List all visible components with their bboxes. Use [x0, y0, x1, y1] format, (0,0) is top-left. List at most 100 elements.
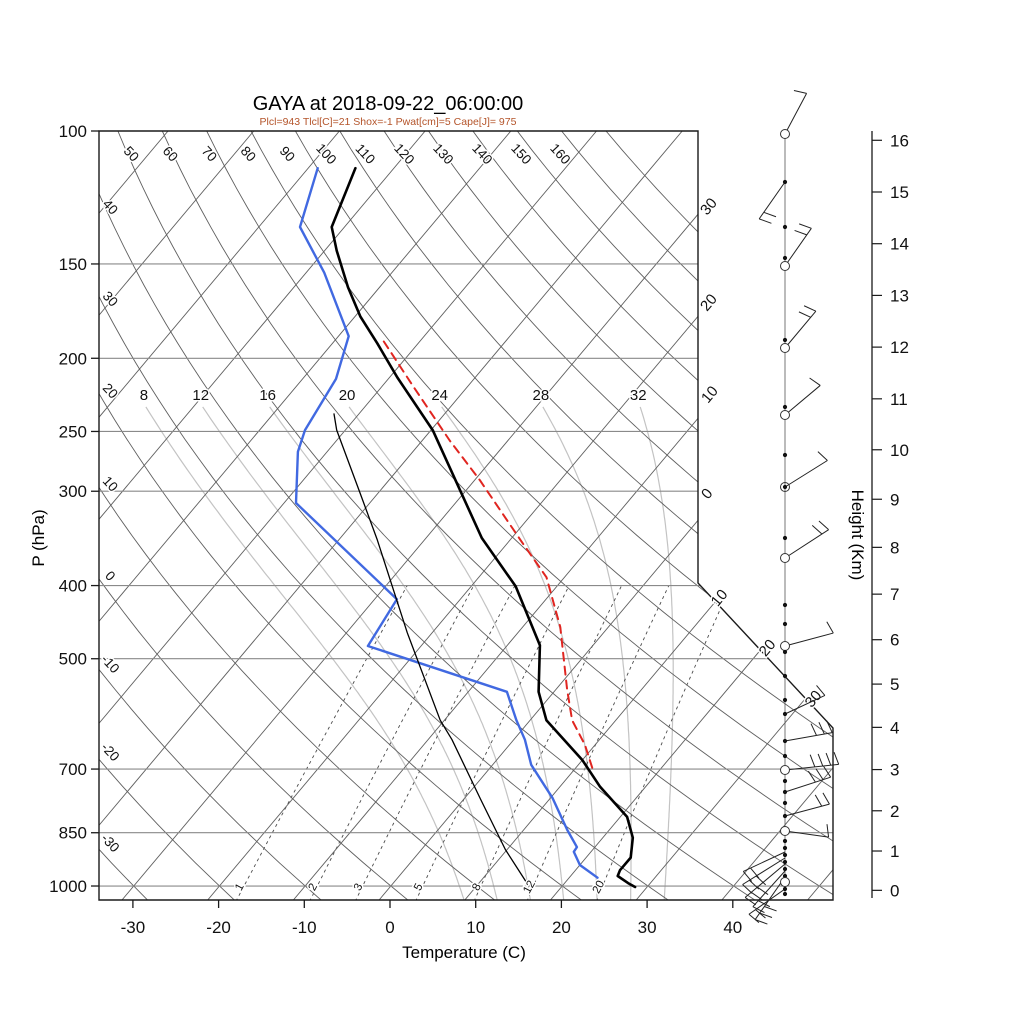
dry-adiabat-top-label: 50 [121, 143, 142, 164]
station-dot [783, 453, 787, 457]
mixing-ratio-line [474, 586, 622, 902]
station-dot [783, 603, 787, 607]
height-tick-label: 11 [890, 390, 908, 409]
dry-adiabat-line [0, 131, 410, 901]
isotherm-line [293, 131, 939, 900]
wind-barb-staff [785, 93, 807, 134]
moist-adiabat-label: 28 [533, 387, 550, 404]
station-dot [783, 860, 787, 864]
dry-adiabat-line [74, 131, 757, 901]
pressure-axis-title: P (hPa) [29, 509, 48, 566]
dry-adiabat-line [295, 131, 1024, 901]
dry-adiabat-line [606, 131, 1024, 901]
height-tick-label: 2 [890, 802, 899, 821]
station-dot [783, 801, 787, 805]
station-dot [783, 887, 787, 891]
wind-barb-tick [827, 824, 829, 837]
wind-barb-staff [785, 777, 831, 792]
isotherm-right-label: 20 [697, 291, 721, 315]
wind-barb-tick [810, 755, 815, 767]
temperature-tick-label: -10 [292, 918, 317, 937]
dry-adiabat-top-label: 150 [508, 141, 534, 168]
wind-barb-staff [785, 530, 829, 558]
dry-adiabat-line [340, 131, 1024, 901]
station-dot [783, 674, 787, 678]
station-dot [783, 256, 787, 260]
pressure-tick-label: 500 [59, 650, 87, 669]
temperature-tick-label: 20 [552, 918, 571, 937]
dry-adiabat-top-label: 100 [313, 141, 339, 168]
temperature-tick-label: -20 [206, 918, 231, 937]
wind-barb-tick [794, 90, 807, 93]
height-tick-label: 9 [890, 490, 899, 509]
temperature-axis-title: Temperature (C) [402, 943, 526, 962]
dewpoint-curve [296, 168, 598, 878]
wind-barb-tick [815, 795, 822, 806]
moist-adiabat-line [543, 407, 631, 902]
isotherm-right-label: 10 [698, 383, 722, 407]
wind-barb-staff [749, 889, 785, 914]
height-tick-label: 16 [890, 131, 909, 150]
temperature-tick-label: 30 [638, 918, 657, 937]
isotherm-line [808, 131, 1024, 900]
moist-adiabat-line [270, 407, 531, 902]
isotherm-line [722, 131, 1024, 900]
wind-barb-column [743, 90, 839, 924]
isotherm-line [0, 131, 339, 900]
station-dot [783, 839, 787, 843]
station-dot [783, 867, 787, 871]
temperature-tick-label: 0 [385, 918, 394, 937]
station-dot [783, 338, 787, 342]
dry-adiabat-left-label: 30 [100, 288, 121, 309]
dry-adiabat-line [429, 131, 1024, 901]
station-circle [781, 262, 790, 271]
wind-barb-staff [785, 311, 816, 348]
station-dot [783, 790, 787, 794]
isotherm-line [0, 131, 425, 900]
wind-barb-tick [764, 906, 776, 910]
isotherm-right-label: 0 [698, 485, 716, 502]
wind-barb-tick [799, 224, 811, 228]
station-dot [783, 892, 787, 896]
dry-adiabat-line [162, 131, 930, 901]
pressure-tick-label: 150 [59, 255, 87, 274]
mixing-ratio-label: 2 [307, 882, 321, 893]
dry-adiabat-top-label: 60 [160, 143, 181, 164]
dry-adiabat-line [118, 131, 844, 901]
isotherm-line [465, 131, 1024, 900]
station-circle [781, 130, 790, 139]
wind-barb-tick [808, 771, 815, 782]
pressure-tick-label: 100 [59, 122, 87, 141]
station-circle [781, 411, 790, 420]
height-tick-label: 13 [890, 286, 909, 305]
dry-adiabat-left-label: 40 [100, 196, 121, 217]
isotherm-line [0, 131, 168, 900]
dry-adiabat-top-label: 130 [430, 141, 456, 168]
wind-barb-tick [759, 219, 771, 223]
station-circle [781, 642, 790, 651]
mixing-ratio-line [416, 586, 570, 902]
station-circle [781, 878, 790, 887]
station-dot [783, 536, 787, 540]
moist-adiabat-label: 20 [339, 387, 356, 404]
mixing-ratio-line [597, 586, 731, 902]
chart-subtitle: Plcl=943 Tlcl[C]=21 Shox=-1 Pwat[cm]=5 C… [260, 116, 517, 128]
wind-barb-tick [812, 525, 822, 534]
station-dot [783, 853, 787, 857]
station-dot [783, 779, 787, 783]
pressure-tick-label: 1000 [49, 877, 87, 896]
wind-barb-staff [785, 228, 811, 266]
wind-barb-staff [785, 804, 829, 816]
moist-adiabat-label: 32 [630, 387, 647, 404]
dry-adiabat-lines [0, 131, 1024, 901]
height-tick-label: 10 [890, 441, 909, 460]
dry-adiabat-left-label: 0 [102, 568, 118, 584]
wind-barb-staff [785, 385, 820, 415]
station-dot [783, 846, 787, 850]
dry-adiabat-line [0, 131, 583, 901]
dry-adiabat-top-label: 90 [277, 143, 298, 164]
mixing-ratio-label: 3 [352, 882, 366, 893]
pressure-tick-label: 850 [59, 824, 87, 843]
